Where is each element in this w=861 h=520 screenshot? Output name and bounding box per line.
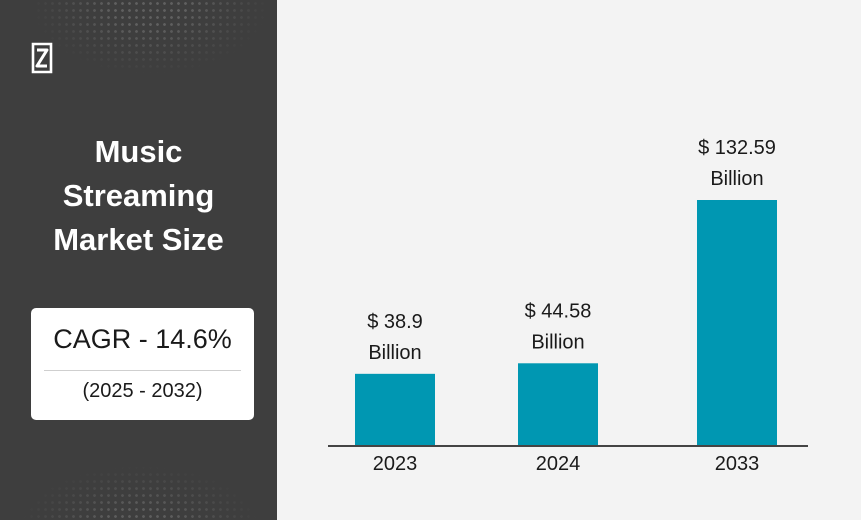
data-label-2023-line-1: $ 38.9 [367, 311, 423, 333]
decorative-dot-pattern-bottom [0, 450, 277, 520]
cagr-card: CAGR - 14.6% (2025 - 2032) [31, 308, 254, 420]
brand-logo-icon [31, 42, 53, 74]
cagr-divider [44, 370, 241, 371]
data-label-2023-line-2: Billion [368, 342, 421, 364]
data-label-2033-line-1: $ 132.59 [698, 137, 776, 159]
x-tick-label-2023: 2023 [373, 453, 418, 475]
x-tick-label-2033: 2033 [715, 453, 760, 475]
bar-2024 [518, 363, 598, 446]
title-panel: Music Streaming Market Size CAGR - 14.6%… [0, 0, 277, 520]
chart-area: $ 38.9 Billion 2023 $ 44.58 Billion 2024 $ 132… [277, 0, 861, 520]
data-label-2033-line-2: Billion [710, 168, 763, 190]
cagr-value: CAGR - 14.6% [53, 324, 232, 354]
page-title: Music Streaming Market Size [53, 134, 224, 257]
cagr-period: (2025 - 2032) [82, 380, 203, 402]
bar-chart: $ 38.9 Billion 2023 $ 44.58 Billion 2024 $ 132… [328, 137, 808, 475]
data-label-2024-line-1: $ 44.58 [525, 300, 592, 322]
bar-2023 [355, 373, 435, 446]
data-label-2024-line-2: Billion [531, 331, 584, 353]
x-tick-label-2024: 2024 [536, 453, 581, 475]
bar-2033 [697, 200, 777, 446]
